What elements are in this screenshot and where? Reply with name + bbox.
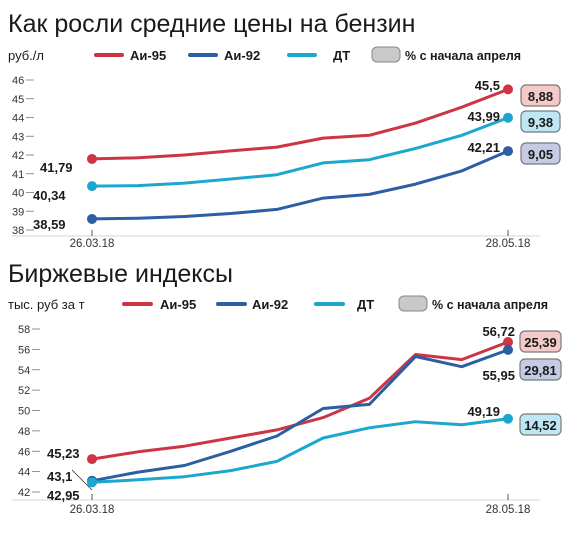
pct-value-ai92: 29,81 xyxy=(524,363,557,378)
chart-title: Биржевые индексы xyxy=(8,260,233,288)
series-line-ai92 xyxy=(90,149,510,221)
x-start-label: 26.03.18 xyxy=(70,238,115,250)
pct-badge-ai92: 9,05 xyxy=(520,142,561,165)
y-tick-label: 40 xyxy=(12,188,24,200)
x-end-label: 28.05.18 xyxy=(486,504,531,516)
end-label-ai92: 55,95 xyxy=(482,368,515,383)
legend-pct-swatch xyxy=(398,295,428,312)
pct-value-ai95: 8,88 xyxy=(528,89,553,104)
pct-value-dt: 9,38 xyxy=(528,115,553,130)
end-point-dt xyxy=(503,112,513,123)
y-tick-label: 45 xyxy=(12,94,24,106)
unit-label: тыс. руб за т xyxy=(8,297,85,312)
legend-pct-label: % с начала апреля xyxy=(405,49,521,63)
start-label-dt: 40,34 xyxy=(33,188,66,203)
legend: Аи-95 Аи-92 ДТ % с начала апреля xyxy=(94,46,521,63)
legend-label-ai92: Аи-92 xyxy=(224,48,260,63)
start-point-dt xyxy=(87,477,97,488)
chart-title: Как росли средние цены на бензин xyxy=(8,10,415,38)
y-tick-label: 50 xyxy=(18,406,30,418)
exchange-index-chart: Биржевые индексы тыс. руб за т Аи-95 Аи-… xyxy=(8,260,562,516)
start-value-labels: 41,79 40,34 38,59 xyxy=(33,160,73,232)
y-tick-label: 54 xyxy=(18,365,30,377)
legend-label-ai95: Аи-95 xyxy=(160,297,196,312)
pct-badges: 25,39 29,81 14,52 xyxy=(519,330,562,436)
start-point-ai92 xyxy=(87,213,97,224)
y-tick-label: 58 xyxy=(18,324,30,336)
legend-label-dt: ДТ xyxy=(333,48,350,63)
start-value-labels: 45,23 43,1 42,95 xyxy=(47,446,80,503)
y-axis: 38 39 40 41 42 43 44 45 46 xyxy=(12,75,34,237)
pct-value-ai95: 25,39 xyxy=(524,335,557,350)
start-point-ai95 xyxy=(87,454,97,465)
series-line-ai95 xyxy=(90,87,510,161)
pct-value-dt: 14,52 xyxy=(524,418,557,433)
y-tick-label: 38 xyxy=(12,225,24,237)
y-tick-label: 42 xyxy=(18,487,30,499)
y-tick-label: 52 xyxy=(18,385,30,397)
legend-pct-swatch xyxy=(371,46,401,63)
pct-badge-dt: 14,52 xyxy=(519,413,562,436)
start-label-ai92: 38,59 xyxy=(33,217,66,232)
legend-label-ai92: Аи-92 xyxy=(252,297,288,312)
leader-line-ai92 xyxy=(71,469,93,491)
end-label-dt: 49,19 xyxy=(467,404,500,419)
legend-label-ai95: Аи-95 xyxy=(130,48,166,63)
series-line-ai95 xyxy=(90,340,510,461)
end-point-ai95 xyxy=(503,84,513,95)
start-point-ai95 xyxy=(87,153,97,164)
start-label-ai95: 45,23 xyxy=(47,446,80,461)
pct-badges: 8,88 9,38 9,05 xyxy=(520,84,561,165)
pct-badge-dt: 9,38 xyxy=(520,110,561,133)
end-label-dt: 43,99 xyxy=(467,109,500,124)
legend-label-dt: ДТ xyxy=(357,297,374,312)
start-label-ai95: 41,79 xyxy=(40,160,73,175)
pct-value-ai92: 9,05 xyxy=(528,147,553,162)
start-label-dt: 42,95 xyxy=(47,488,80,503)
series-line-ai92 xyxy=(90,348,510,483)
end-value-labels: 56,72 55,95 49,19 xyxy=(467,324,515,419)
start-label-ai92: 43,1 xyxy=(47,469,72,484)
end-value-labels: 45,5 43,99 42,21 xyxy=(467,78,500,155)
y-tick-label: 48 xyxy=(18,426,30,438)
end-point-ai92 xyxy=(503,146,513,157)
pct-badge-ai95: 25,39 xyxy=(519,330,562,353)
legend: Аи-95 Аи-92 ДТ % с начала апреля xyxy=(122,295,548,312)
end-label-ai95: 45,5 xyxy=(475,78,500,93)
y-tick-label: 42 xyxy=(12,150,24,162)
legend-pct-label: % с начала апреля xyxy=(432,298,548,312)
pct-badge-ai92: 29,81 xyxy=(519,358,562,381)
y-axis: 42 44 46 48 50 52 54 56 58 xyxy=(18,324,40,499)
y-tick-label: 46 xyxy=(12,75,24,87)
y-tick-label: 56 xyxy=(18,344,30,356)
start-point-dt xyxy=(87,181,97,192)
y-tick-label: 41 xyxy=(12,169,24,181)
y-tick-label: 44 xyxy=(18,467,30,479)
y-tick-label: 44 xyxy=(12,113,24,125)
series-lines xyxy=(87,84,513,224)
unit-label: руб./л xyxy=(8,48,44,63)
series-line-dt xyxy=(90,116,510,188)
end-label-ai95: 56,72 xyxy=(482,324,515,339)
series-lines xyxy=(87,337,513,488)
end-point-ai92 xyxy=(503,344,513,355)
y-tick-label: 46 xyxy=(18,446,30,458)
y-tick-label: 43 xyxy=(12,131,24,143)
end-label-ai92: 42,21 xyxy=(467,140,500,155)
pct-badge-ai95: 8,88 xyxy=(520,84,561,107)
x-start-label: 26.03.18 xyxy=(70,504,115,516)
series-line-dt xyxy=(90,417,510,484)
end-point-ai95 xyxy=(503,337,513,348)
y-tick-label: 39 xyxy=(12,206,24,218)
end-point-dt xyxy=(503,413,513,424)
retail-fuel-price-chart: Как росли средние цены на бензин руб./л … xyxy=(8,10,561,250)
x-end-label: 28.05.18 xyxy=(486,238,531,250)
